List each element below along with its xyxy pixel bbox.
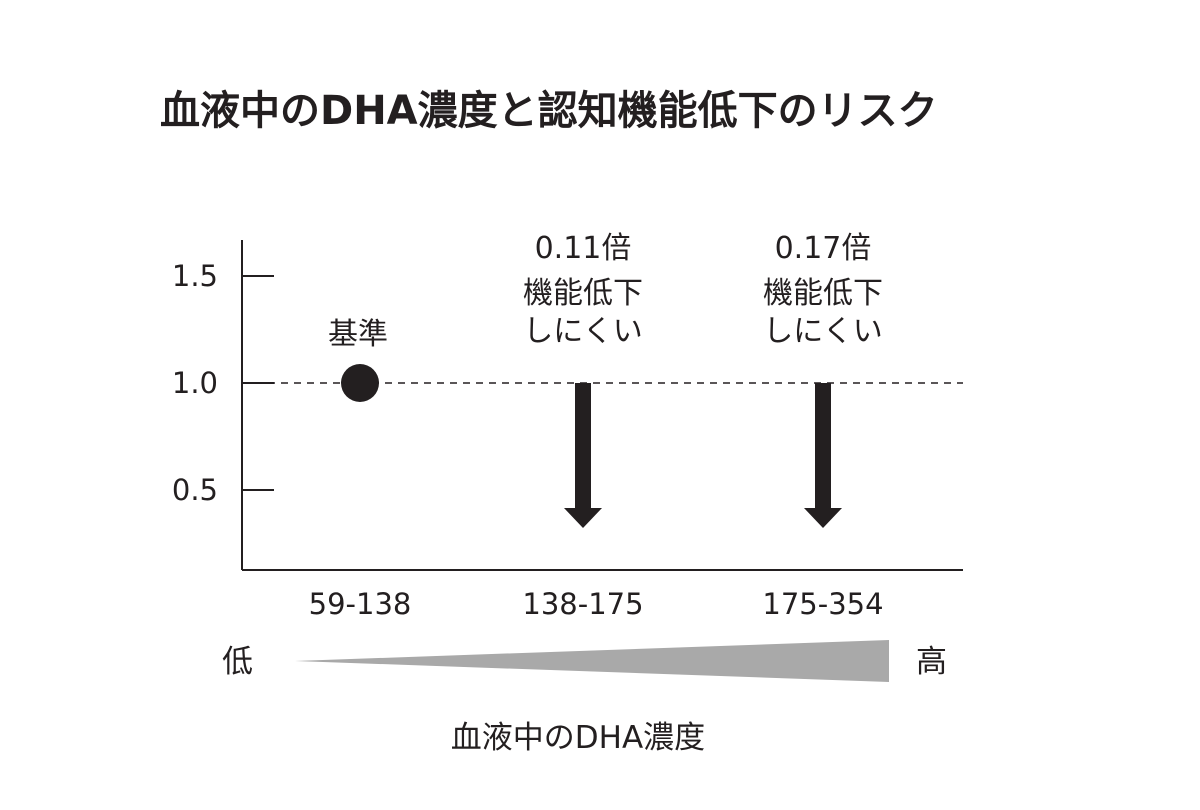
arrow-head [804,508,842,528]
x-category-labels: 59-138 138-175 175-354 [309,587,884,621]
arrow-shaft [815,383,831,508]
gradient-wedge [295,640,889,682]
x-category-label: 59-138 [309,587,412,621]
concentration-gradient-scale: 低 高 [222,640,947,682]
risk-down-arrow [564,383,602,528]
point-annotation: 機能低下 [763,276,883,311]
baseline-dot [341,364,379,402]
x-axis-label: 血液中のDHA濃度 [451,720,705,756]
point-annotation: しにくい [763,314,882,349]
point-annotation: しにくい [523,314,642,349]
chart-title: 血液中のDHA濃度と認知機能低下のリスク [160,88,938,134]
arrow-head [564,508,602,528]
point-annotation: 機能低下 [523,276,643,311]
gradient-high-label: 高 [916,644,947,680]
point-annotation: 基準 [328,317,388,352]
point-annotation: 0.11倍 [535,231,632,266]
y-tick-label: 0.5 [172,473,218,507]
x-category-label: 175-354 [762,587,883,621]
x-category-label: 138-175 [522,587,643,621]
y-tick-label: 1.5 [172,259,218,293]
gradient-low-label: 低 [222,644,253,680]
axes: 0.5 1.0 1.5 [172,240,963,571]
point-annotation: 0.17倍 [775,231,872,266]
y-tick-label: 1.0 [172,366,218,400]
arrow-shaft [575,383,591,508]
risk-down-arrow [804,383,842,528]
